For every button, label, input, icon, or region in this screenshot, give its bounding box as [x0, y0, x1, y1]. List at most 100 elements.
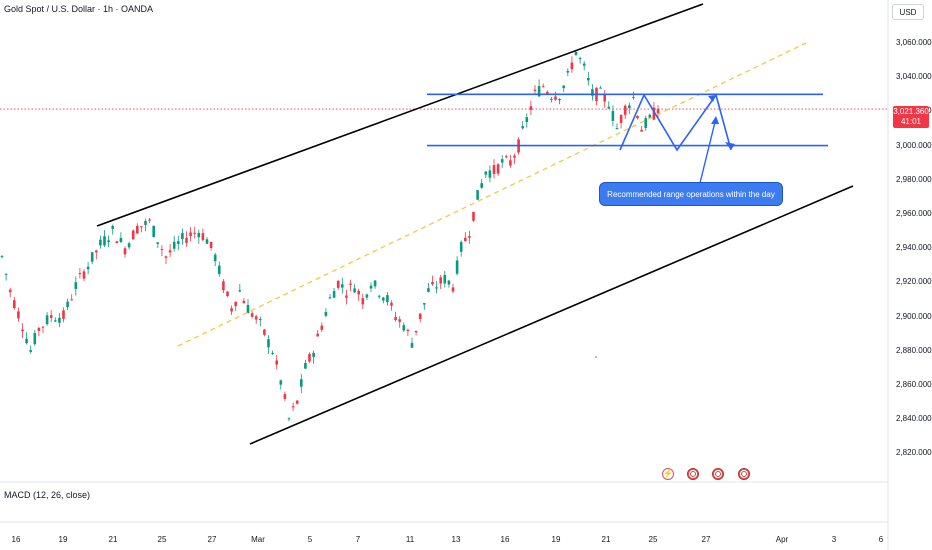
- candle-body: [181, 232, 184, 240]
- candle-body: [447, 280, 451, 285]
- us-flag-icon[interactable]: [687, 468, 699, 480]
- candle-body: [37, 327, 41, 331]
- candle-body: [418, 313, 422, 320]
- candle-body: [324, 312, 328, 316]
- candle-body: [123, 248, 127, 255]
- us-flag-icon[interactable]: [738, 468, 750, 480]
- candle-body: [488, 170, 492, 178]
- time-tick-label: 19: [551, 535, 561, 544]
- macd-indicator-label[interactable]: MACD (12, 26, close): [4, 490, 91, 500]
- time-tick-label: 16: [11, 535, 21, 544]
- candle-body: [587, 78, 590, 81]
- callout-pointer: [699, 117, 717, 184]
- candle-body: [17, 311, 20, 319]
- candle-body: [382, 297, 385, 301]
- price-tick-label: 2,920.000: [896, 277, 932, 287]
- candle-body: [172, 241, 176, 249]
- candle-body: [259, 319, 262, 321]
- candle-body: [636, 115, 639, 119]
- candle-body: [250, 313, 254, 317]
- candle-body: [332, 291, 336, 298]
- candle-body: [119, 237, 123, 242]
- candle-body: [648, 114, 652, 118]
- candle-body: [513, 155, 516, 158]
- price-tick-label: 2,820.000: [896, 448, 932, 458]
- price-tick-label: 3,060.000: [896, 38, 932, 47]
- time-tick-label: 6: [878, 535, 884, 544]
- candle-body: [398, 319, 401, 322]
- candle-body: [283, 394, 287, 399]
- lightning-icon[interactable]: ⚡: [662, 468, 674, 480]
- candle-body: [90, 252, 94, 262]
- candle-body: [156, 242, 160, 244]
- candle-body: [402, 325, 406, 331]
- candle-body: [640, 129, 643, 132]
- candle-body: [263, 329, 266, 335]
- candle-body: [591, 89, 594, 96]
- candle-body: [529, 106, 533, 110]
- candle-body: [312, 352, 315, 357]
- candle-body: [131, 230, 135, 240]
- time-tick-label: Mar: [251, 535, 265, 544]
- candle-body: [562, 85, 565, 89]
- drawings-layer: [96, 3, 854, 445]
- candle-body: [607, 106, 611, 109]
- price-tick-label: 2,960.000: [896, 209, 932, 218]
- candle-body: [4, 273, 8, 275]
- candle-body: [365, 294, 369, 298]
- candle-body: [160, 249, 164, 251]
- candle-body: [349, 283, 352, 285]
- currency-button[interactable]: USD: [892, 4, 924, 20]
- time-tick-label: 21: [108, 535, 118, 544]
- candle-body: [464, 237, 467, 242]
- candle-body: [656, 109, 660, 114]
- arrow-head: [708, 95, 716, 102]
- candle-body: [521, 126, 524, 129]
- time-tick-label: Apr: [775, 535, 789, 544]
- candle-body: [566, 70, 570, 73]
- candle-body: [295, 400, 299, 404]
- candle-body: [603, 94, 606, 102]
- zigzag-path: [619, 93, 732, 152]
- candle-body: [574, 51, 578, 55]
- candle-body: [49, 315, 53, 318]
- candle-body: [62, 310, 65, 319]
- candle-body: [95, 250, 98, 253]
- candle-body: [148, 219, 151, 221]
- candle-body: [615, 128, 619, 130]
- candle-body: [267, 339, 270, 348]
- candle-body: [246, 304, 250, 314]
- time-tick-label: 13: [451, 535, 461, 544]
- time-tick-label: 11: [405, 535, 415, 544]
- candle-body: [144, 220, 147, 225]
- candle-body: [86, 266, 90, 270]
- symbol-title: Gold Spot / U.S. Dollar · 1h · OANDA: [4, 4, 154, 14]
- candle-body: [8, 289, 12, 293]
- candle-body: [525, 117, 529, 123]
- candle-body: [406, 329, 410, 332]
- candle-body: [386, 295, 389, 303]
- candle-body: [550, 98, 553, 100]
- candle-body: [390, 302, 393, 306]
- candle-body: [484, 171, 488, 175]
- candle-body: [185, 237, 188, 243]
- us-flag-icon[interactable]: [712, 468, 724, 480]
- annotation-callout[interactable]: Recommended range operations within the …: [599, 182, 783, 206]
- candle-body: [238, 290, 242, 292]
- candle-body: [570, 62, 574, 70]
- chart-grid: [0, 0, 889, 550]
- candle-body: [127, 243, 131, 248]
- candle-body: [189, 232, 192, 237]
- candle-body: [205, 239, 209, 244]
- candle-body: [218, 265, 221, 274]
- price-tick-label: 3,000.000: [896, 140, 932, 150]
- candle-body: [21, 329, 24, 332]
- candle-body: [357, 290, 360, 295]
- time-tick-label: 27: [701, 535, 711, 544]
- price-tick-label: 2,880.000: [896, 345, 932, 355]
- arrow-head: [725, 142, 735, 150]
- candle-body: [164, 256, 168, 258]
- candle-body: [193, 232, 196, 234]
- candle-body: [361, 298, 365, 305]
